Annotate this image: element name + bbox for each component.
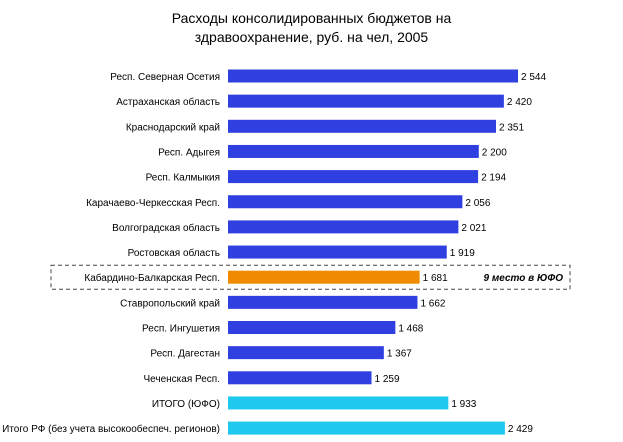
category-label: Респ. Адыгея bbox=[158, 147, 220, 158]
data-label: 1 919 bbox=[450, 248, 475, 259]
data-label: 1 367 bbox=[387, 349, 412, 360]
category-label: Волгоградская область bbox=[112, 222, 220, 234]
annotation-label: 9 место в ЮФО bbox=[484, 273, 564, 284]
data-label: 1 259 bbox=[375, 374, 400, 385]
bar bbox=[228, 321, 396, 334]
category-label: ИТОГО (ЮФО) bbox=[152, 399, 220, 410]
data-label: 2 429 bbox=[508, 424, 533, 435]
category-label: Ставропольский край bbox=[120, 298, 220, 309]
data-label: 2 056 bbox=[465, 198, 490, 209]
bar bbox=[228, 144, 479, 158]
category-label: Респ. Ингушетия bbox=[142, 324, 220, 335]
data-label: 1 662 bbox=[420, 298, 445, 309]
bar bbox=[228, 69, 518, 83]
category-label: Респ. Калмыкия bbox=[146, 173, 220, 184]
category-label: Чеченская Респ. bbox=[143, 374, 220, 385]
data-label: 2 200 bbox=[482, 147, 507, 158]
bar bbox=[228, 170, 479, 184]
data-label: 1 681 bbox=[423, 273, 448, 284]
bar bbox=[228, 295, 418, 309]
category-label: Кабардино-Балкарская Респ. bbox=[84, 272, 220, 284]
highlight-box bbox=[50, 264, 571, 290]
data-label: 1 933 bbox=[451, 399, 476, 410]
data-label: 2 544 bbox=[521, 72, 546, 83]
bar bbox=[228, 270, 420, 284]
data-label: 2 420 bbox=[507, 97, 532, 108]
category-label: Астраханская область bbox=[116, 96, 220, 108]
bar bbox=[228, 396, 449, 410]
category-label: Карачаево-Черкесская Респ. bbox=[86, 198, 220, 209]
category-label: Респ. Северная Осетия bbox=[110, 72, 220, 83]
data-label: 2 351 bbox=[499, 122, 524, 133]
category-label: Итого РФ (без учета высокообеспеч. регио… bbox=[2, 423, 220, 435]
bar bbox=[228, 119, 496, 133]
category-label: Ростовская область bbox=[128, 247, 220, 259]
bar bbox=[228, 371, 372, 385]
bar bbox=[228, 421, 505, 435]
data-label: 2 021 bbox=[461, 223, 486, 234]
data-label: 1 468 bbox=[398, 324, 423, 335]
bar bbox=[228, 220, 459, 234]
bar bbox=[228, 94, 504, 108]
chart-title-line-2: здравоохранение, руб. на чел, 2005 bbox=[194, 29, 429, 45]
chart-title-line-1: Расходы консолидированных бюджетов на bbox=[171, 10, 452, 26]
category-label: Респ. Дагестан bbox=[150, 349, 220, 360]
bar bbox=[228, 195, 463, 209]
data-label: 2 194 bbox=[481, 173, 506, 184]
bar bbox=[228, 245, 447, 259]
bar bbox=[228, 346, 384, 360]
category-label: Краснодарский край bbox=[126, 122, 220, 133]
